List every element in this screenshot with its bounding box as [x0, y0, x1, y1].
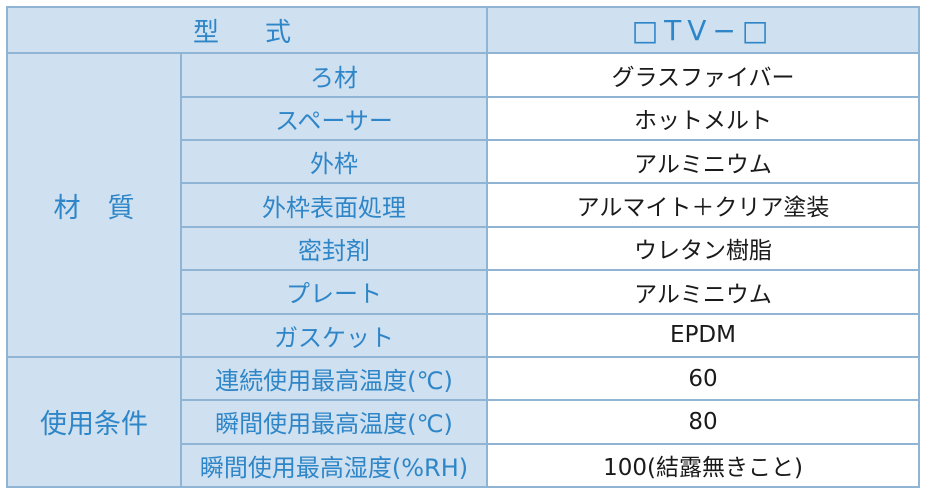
table-row: 外枠表面処理 アルマイト＋クリア塗装 [7, 182, 921, 228]
table-row: 材 質 ろ材 グラスファイバー [6, 52, 921, 358]
row-label: ガスケット [179, 312, 489, 358]
model-header-label: 型 式 [5, 5, 489, 55]
row-label: プレート [179, 269, 489, 315]
materials-category: 材 質 [6, 52, 182, 358]
row-value: 60 [486, 355, 921, 402]
table-row: スペーサー ホットメルト [7, 95, 921, 142]
row-label: 連続使用最高温度(℃) [179, 355, 489, 402]
row-label: 密封剤 [179, 225, 489, 272]
table-row: 密封剤 ウレタン樹脂 [7, 225, 921, 272]
row-value: アルミニウム [486, 269, 921, 315]
table-row: 外枠 アルミニウム [7, 139, 921, 185]
table-row: 使用条件 連続使用最高温度(℃) 60 [6, 355, 921, 489]
model-header-value: □TV−□ [486, 5, 921, 55]
row-label: スペーサー [179, 95, 489, 142]
row-value: 100(結露無きこと) [486, 442, 921, 489]
spec-table: 型 式 □TV−□ 材 質 ろ材 グラスファイバー スペーサー ホットメルト 外… [5, 5, 921, 489]
row-value: ホットメルト [486, 95, 921, 142]
table-row: ガスケット EPDM [7, 312, 921, 358]
table-row: 瞬間使用最高温度(℃) 80 [7, 399, 921, 445]
table-row: プレート アルミニウム [7, 269, 921, 315]
row-label: ろ材 [179, 52, 489, 98]
row-label: 瞬間使用最高湿度(%RH) [179, 442, 489, 489]
header-row: 型 式 □TV−□ [5, 5, 921, 55]
table-row: 瞬間使用最高湿度(%RH) 100(結露無きこと) [7, 442, 921, 489]
row-value: EPDM [486, 312, 921, 358]
row-value: アルマイト＋クリア塗装 [486, 182, 921, 228]
row-label: 瞬間使用最高温度(℃) [179, 399, 489, 445]
row-value: ウレタン樹脂 [486, 225, 921, 272]
row-value: グラスファイバー [486, 52, 921, 98]
conditions-category: 使用条件 [6, 355, 182, 489]
row-value: 80 [486, 399, 921, 445]
row-value: アルミニウム [486, 139, 921, 185]
row-label: 外枠表面処理 [179, 182, 489, 228]
row-label: 外枠 [179, 139, 489, 185]
